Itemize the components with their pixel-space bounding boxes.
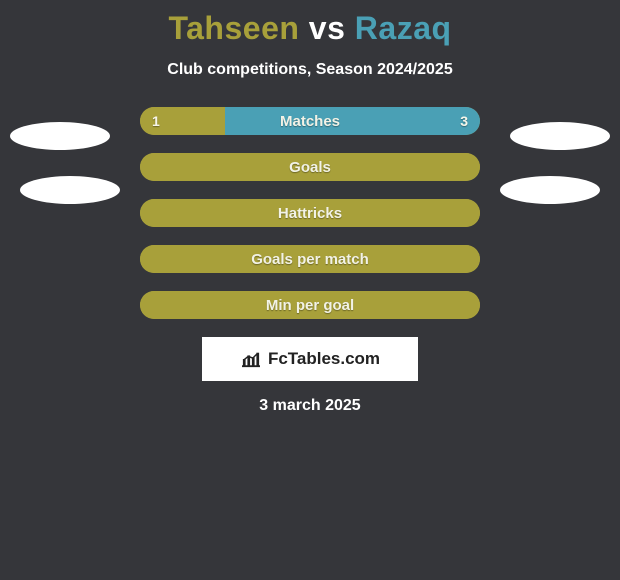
comparison-bar-row: Goals: [140, 153, 480, 181]
decorative-ellipse: [500, 176, 600, 204]
brand-logo-text: FcTables.com: [268, 349, 380, 369]
title-player2: Razaq: [355, 10, 452, 46]
bar-label: Goals per match: [140, 245, 480, 273]
infographic-canvas: Tahseen vs Razaq Club competitions, Seas…: [0, 0, 620, 580]
comparison-bar-row: Matches1 3: [140, 107, 480, 135]
date-label: 3 march 2025: [0, 397, 620, 415]
bar-value-right: 3: [460, 107, 468, 135]
comparison-bar-row: Min per goal: [140, 291, 480, 319]
decorative-ellipse: [20, 176, 120, 204]
decorative-ellipse: [10, 122, 110, 150]
title-player1: Tahseen: [168, 10, 299, 46]
bar-label: Goals: [140, 153, 480, 181]
bar-chart-icon: [240, 350, 262, 368]
brand-logo: FcTables.com: [202, 337, 418, 381]
comparison-bar-row: Hattricks: [140, 199, 480, 227]
title-vs: vs: [309, 10, 346, 46]
bar-label: Hattricks: [140, 199, 480, 227]
subtitle: Club competitions, Season 2024/2025: [0, 61, 620, 79]
bar-label: Min per goal: [140, 291, 480, 319]
decorative-ellipse: [510, 122, 610, 150]
page-title: Tahseen vs Razaq: [0, 10, 620, 47]
bar-value-left: 1: [152, 107, 160, 135]
comparison-bar-row: Goals per match: [140, 245, 480, 273]
bar-label: Matches: [140, 107, 480, 135]
